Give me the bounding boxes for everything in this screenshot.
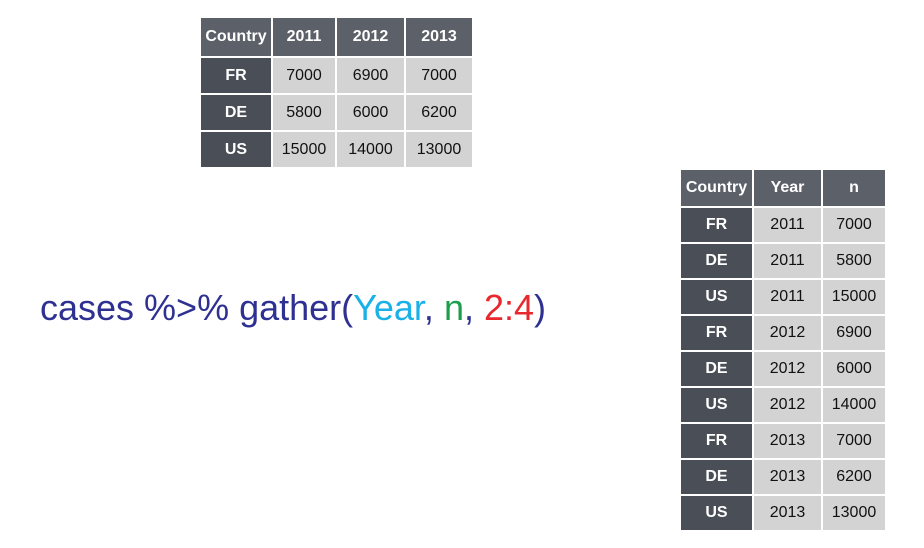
table-row: FR 2011 7000 [681,208,885,242]
n-cell: 15000 [823,280,885,314]
year-cell: 2012 [754,316,821,350]
value-cell: 7000 [406,58,472,93]
value-cell: 5800 [273,95,335,130]
table-row: US 15000 14000 13000 [201,132,472,167]
long-table-header-row: Country Year n [681,170,885,206]
table-row: FR 7000 6900 7000 [201,58,472,93]
country-cell: FR [681,424,752,458]
table-row: US 2013 13000 [681,496,885,530]
long-table-header-country: Country [681,170,752,206]
wide-table-header-2012: 2012 [337,18,404,56]
code-value-arg: n [443,287,464,328]
long-table-header-year: Year [754,170,821,206]
long-table: Country Year n FR 2011 7000 DE 2011 5800… [679,168,887,532]
n-cell: 7000 [823,208,885,242]
year-cell: 2011 [754,280,821,314]
value-cell: 6000 [337,95,404,130]
year-cell: 2011 [754,208,821,242]
year-cell: 2013 [754,424,821,458]
country-cell: US [681,388,752,422]
n-cell: 14000 [823,388,885,422]
value-cell: 6200 [406,95,472,130]
year-cell: 2012 [754,352,821,386]
n-cell: 6200 [823,460,885,494]
wide-table-header-2011: 2011 [273,18,335,56]
code-key-arg: Year [353,287,424,328]
country-cell: US [681,496,752,530]
n-cell: 5800 [823,244,885,278]
year-cell: 2013 [754,460,821,494]
country-cell: DE [681,460,752,494]
country-cell: DE [201,95,271,130]
year-cell: 2013 [754,496,821,530]
country-cell: US [201,132,271,167]
wide-table-header-row: Country 2011 2012 2013 [201,18,472,56]
table-row: FR 2012 6900 [681,316,885,350]
value-cell: 14000 [337,132,404,167]
table-row: FR 2013 7000 [681,424,885,458]
year-cell: 2011 [754,244,821,278]
year-cell: 2012 [754,388,821,422]
value-cell: 7000 [273,58,335,93]
code-suffix: ) [534,287,547,328]
country-cell: DE [681,244,752,278]
n-cell: 7000 [823,424,885,458]
n-cell: 6000 [823,352,885,386]
value-cell: 15000 [273,132,335,167]
table-row: DE 2011 5800 [681,244,885,278]
code-separator: , [463,287,484,328]
wide-table-header-2013: 2013 [406,18,472,56]
table-row: US 2012 14000 [681,388,885,422]
code-separator: , [423,287,444,328]
country-cell: DE [681,352,752,386]
gather-code-line: cases %>% gather(Year, n, 2:4) [40,286,546,330]
country-cell: FR [681,316,752,350]
table-row: DE 2012 6000 [681,352,885,386]
long-table-header-n: n [823,170,885,206]
wide-table-header-country: Country [201,18,271,56]
wide-table: Country 2011 2012 2013 FR 7000 6900 7000… [199,16,474,169]
value-cell: 6900 [337,58,404,93]
code-columns-arg: 2:4 [483,287,535,328]
table-row: DE 5800 6000 6200 [201,95,472,130]
value-cell: 13000 [406,132,472,167]
country-cell: US [681,280,752,314]
n-cell: 6900 [823,316,885,350]
table-row: US 2011 15000 [681,280,885,314]
code-prefix: cases %>% gather( [40,287,354,328]
country-cell: FR [201,58,271,93]
table-row: DE 2013 6200 [681,460,885,494]
n-cell: 13000 [823,496,885,530]
country-cell: FR [681,208,752,242]
